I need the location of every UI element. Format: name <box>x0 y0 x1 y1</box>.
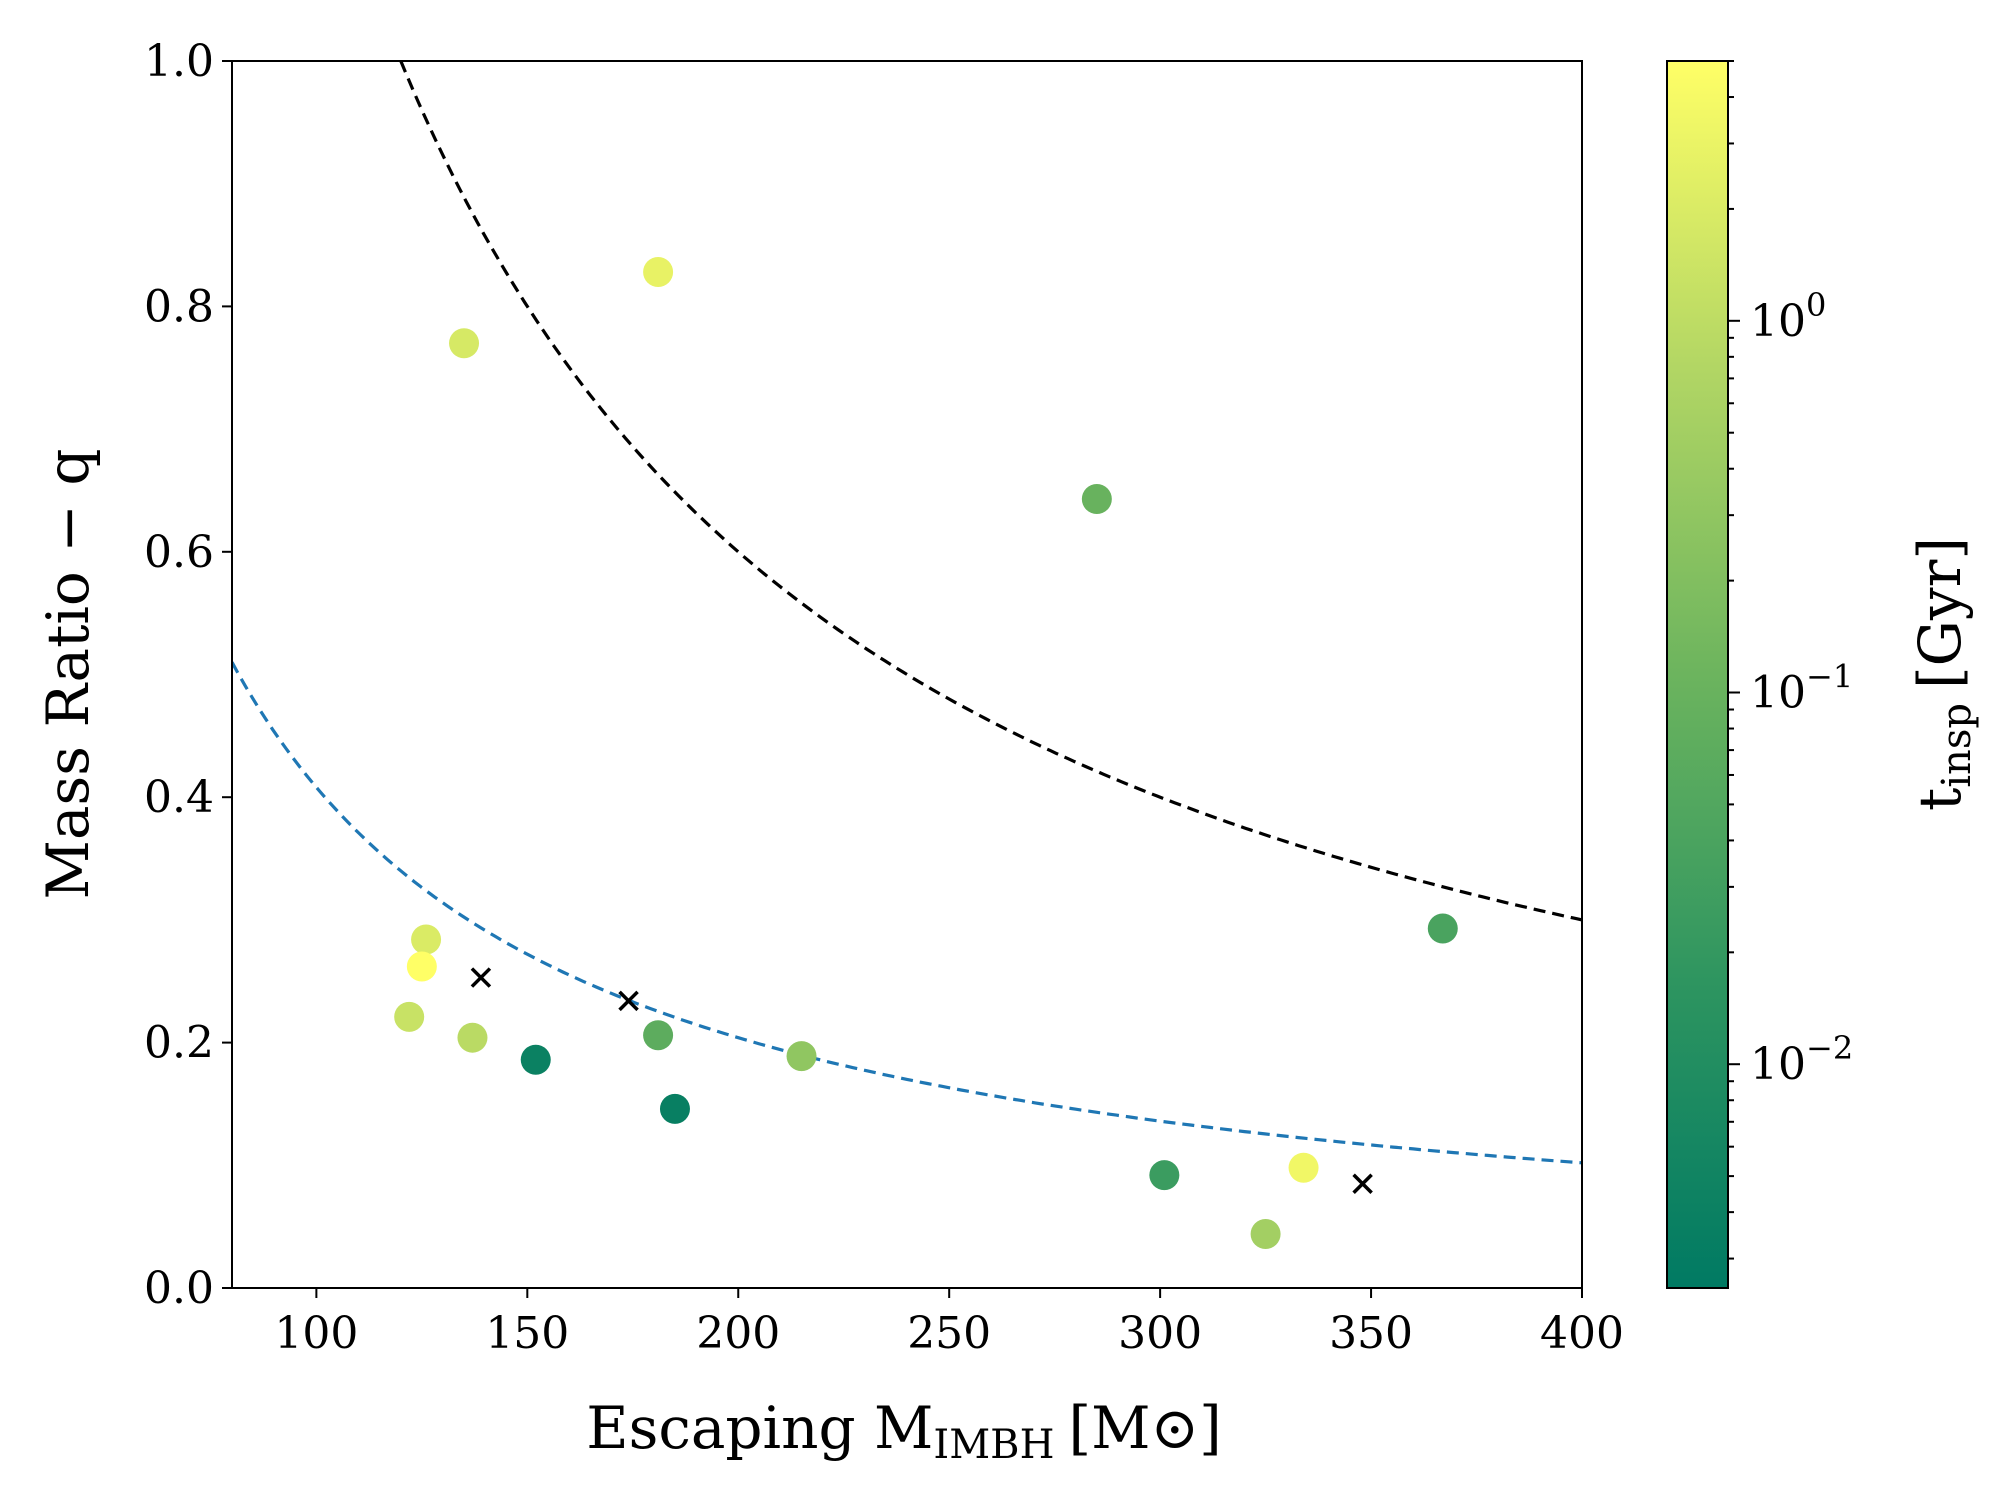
data-point-6 <box>394 1001 425 1032</box>
y-tick-label-5: 1.0 <box>144 36 214 87</box>
colorbar-tick-base-2: 10 <box>1750 296 1806 347</box>
x-tick-label-3: 250 <box>907 1308 991 1359</box>
colorbar-title-main: t <box>1906 788 1974 811</box>
x-tick-label-5: 350 <box>1329 1308 1413 1359</box>
data-point-1 <box>643 257 674 288</box>
data-point-9 <box>643 1020 674 1051</box>
colorbar-tick-label-0: 10−2 <box>1750 1029 1853 1090</box>
y-tick-label-3: 0.6 <box>144 527 214 578</box>
x-tick-label-0: 100 <box>274 1308 358 1359</box>
data-point-0 <box>449 328 480 359</box>
colorbar-title-unit: [Gyr] <box>1906 537 1974 689</box>
colorbar-tick-base-1: 10 <box>1750 668 1806 719</box>
y-tick-label-2: 0.4 <box>144 772 214 823</box>
y-axis-title: Mass Ratio − q <box>34 449 102 900</box>
x-axis-ticks: 100 150 200 250 300 350 400 <box>274 1288 1624 1359</box>
colorbar-tick-exp-1: −1 <box>1806 658 1853 696</box>
y-axis-ticks: 0.0 0.2 0.4 0.6 0.8 1.0 <box>144 36 232 1314</box>
data-point-7 <box>457 1022 488 1053</box>
colorbar <box>1666 60 1729 1289</box>
x-tick-label-4: 300 <box>1118 1308 1202 1359</box>
data-point-5 <box>406 951 437 982</box>
cross-marker-2 <box>1352 1173 1373 1194</box>
x-tick-label-6: 400 <box>1540 1308 1624 1359</box>
data-point-8 <box>520 1044 551 1075</box>
data-point-3 <box>1427 913 1458 944</box>
data-point-13 <box>1250 1219 1281 1250</box>
x-axis-title-main: Escaping M <box>586 1394 933 1462</box>
y-tick-label-4: 0.8 <box>144 281 214 332</box>
y-tick-label-1: 0.2 <box>144 1018 214 1069</box>
cross-marker-1 <box>618 990 639 1012</box>
data-point-2 <box>1081 484 1112 515</box>
y-tick-label-0: 0.0 <box>144 1263 214 1314</box>
colorbar-tick-label-1: 10−1 <box>1750 658 1853 719</box>
cross-marker-0 <box>470 967 492 988</box>
x-axis-title: Escaping MIMBH [M⊙] <box>586 1394 1221 1468</box>
curve-1 <box>232 661 1582 1165</box>
data-point-11 <box>786 1041 817 1072</box>
colorbar-tick-label-2: 100 <box>1750 286 1826 347</box>
x-axis-title-unit: [M⊙] <box>1068 1394 1221 1462</box>
plot-frame <box>231 60 1583 1289</box>
curve-0 <box>399 61 1582 922</box>
x-tick-label-2: 200 <box>696 1308 780 1359</box>
threshold-curves <box>232 61 1582 1165</box>
data-point-10 <box>659 1093 690 1124</box>
data-point-4 <box>411 924 442 955</box>
data-point-12 <box>1149 1160 1180 1191</box>
x-tick-label-1: 150 <box>485 1308 569 1359</box>
colorbar-title: tinsp [Gyr] <box>1906 537 1980 811</box>
x-axis-title-sub: IMBH <box>933 1422 1054 1468</box>
colorbar-title-sub: insp <box>1934 703 1980 788</box>
colorbar-tick-base-0: 10 <box>1750 1039 1806 1090</box>
colorbar-tick-exp-2: 0 <box>1806 286 1826 324</box>
scatter-points <box>394 257 1458 1250</box>
data-point-14 <box>1288 1152 1319 1183</box>
colorbar-tick-exp-0: −2 <box>1806 1029 1853 1067</box>
cross-markers <box>470 967 1373 1194</box>
